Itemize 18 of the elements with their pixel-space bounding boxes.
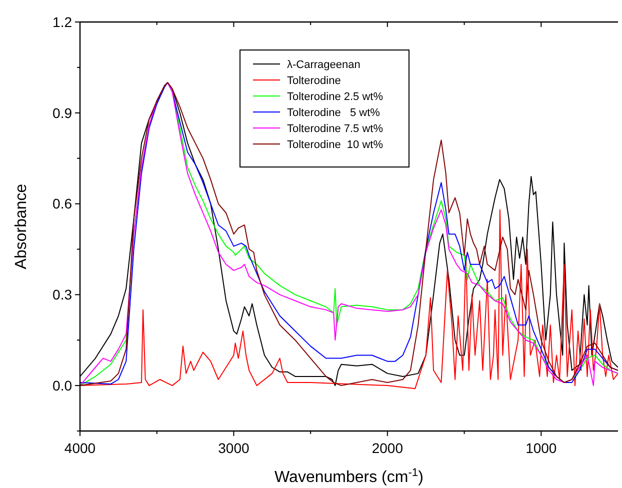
x-tick-label: 4000 (64, 440, 96, 456)
x-tick-label: 3000 (218, 440, 250, 456)
legend-label: λ-Carrageenan (287, 58, 360, 71)
x-tick-label: 2000 (372, 440, 404, 456)
legend-label: Tolterodine 5 wt% (287, 106, 380, 119)
y-tick-label: 0.0 (52, 377, 72, 394)
legend-label: Tolterodine 7.5 wt% (287, 122, 384, 135)
line-series (80, 209, 618, 390)
y-tick-label: 1.2 (52, 14, 72, 30)
x-tick-label: 1000 (526, 440, 557, 456)
y-tick-label: 0.3 (52, 286, 72, 303)
y-tick-label: 0.6 (52, 196, 72, 212)
legend-label: Tolterodine (287, 74, 341, 87)
legend-label: Tolterodine 10 wt% (287, 138, 384, 151)
legend-label: Tolterodine 2.5 wt% (287, 90, 384, 103)
y-axis-title: Absorbance (13, 184, 30, 270)
x-axis-title: Wavenumbers (cm$^{-1}$) (274, 467, 424, 486)
y-tick-label: 0.9 (52, 104, 72, 121)
